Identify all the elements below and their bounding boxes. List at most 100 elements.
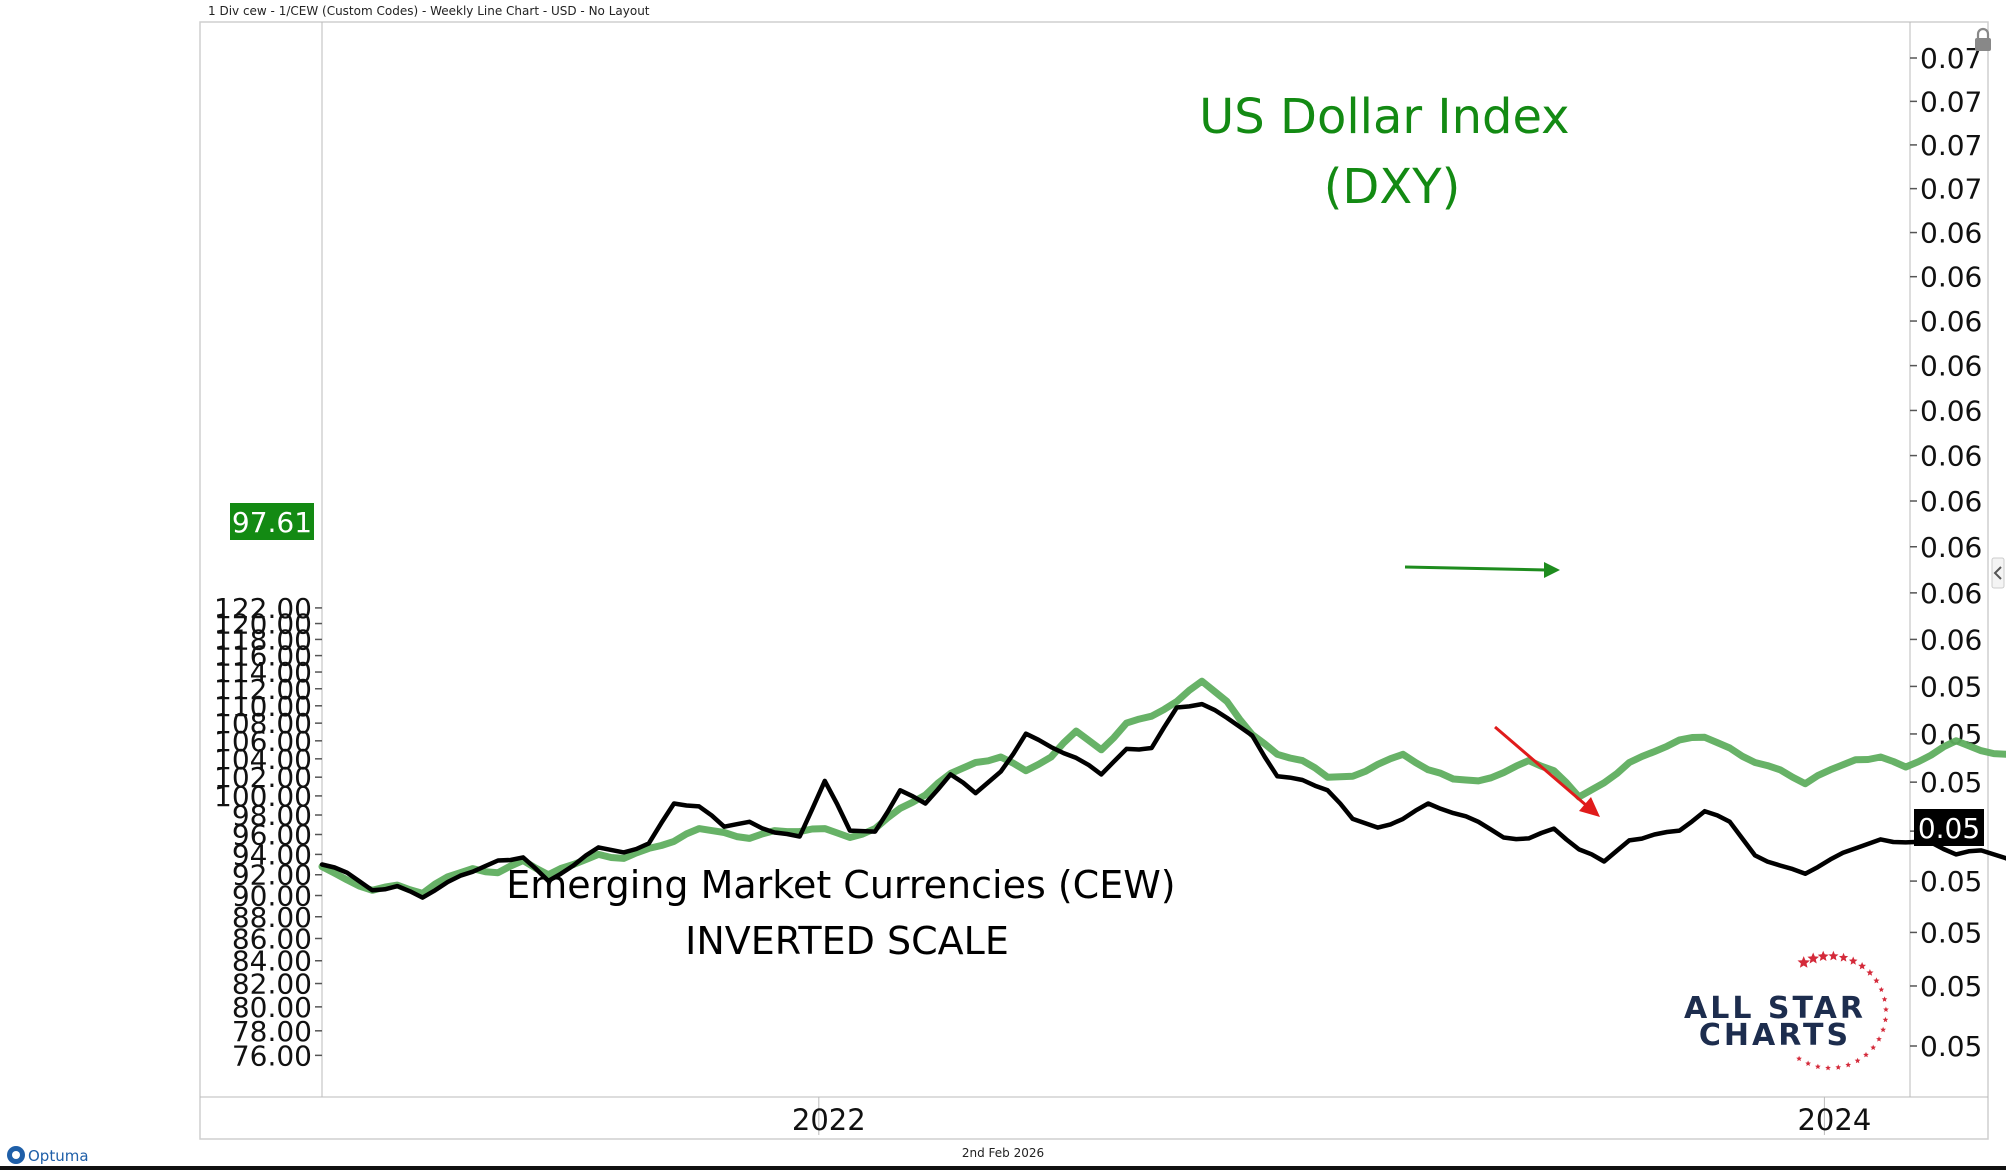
left-axis-tick-label: 112.00 — [214, 673, 312, 706]
logo-line-2: CHARTS — [1699, 1018, 1851, 1053]
logo-star — [1796, 1055, 1802, 1062]
cew-annotation-line-1: Emerging Market Currencies (CEW) — [506, 863, 1175, 907]
right-axis-tick-label: 0.06 — [1920, 577, 1982, 610]
left-axis-tick-label: 94.00 — [232, 838, 312, 871]
trend-arrow-down — [1494, 725, 1600, 817]
right-axis-tick-label: 0.07 — [1920, 42, 1982, 75]
lock-icon[interactable] — [1975, 27, 1991, 51]
left-axis-tick-label: 90.00 — [232, 880, 312, 913]
left-axis-tick-label: 76.00 — [232, 1039, 312, 1072]
series-layer — [318, 677, 2006, 900]
left-axis-tick-label: 114.00 — [214, 656, 312, 689]
logo-star — [1825, 1065, 1831, 1071]
logo-star — [1828, 950, 1839, 961]
dxy-last-badge: 97.61 — [230, 503, 314, 540]
right-axis-tick-label: 0.06 — [1920, 623, 1982, 656]
logo-star — [1815, 1063, 1821, 1070]
chevron-left-icon[interactable] — [1991, 557, 2005, 589]
right-axis: 0.050.050.050.050.050.050.050.050.060.06… — [1910, 42, 1982, 1063]
dxy-series-line — [318, 677, 2006, 897]
logo-star — [1807, 952, 1819, 964]
left-axis-tick-label: 78.00 — [232, 1015, 312, 1048]
right-axis-tick-label: 0.06 — [1920, 261, 1982, 294]
logo-star — [1797, 956, 1810, 968]
logo-star — [1881, 996, 1888, 1002]
logo-star — [1876, 1036, 1882, 1042]
x-axis: 202220242026 — [792, 1097, 1871, 1137]
logo-star — [1863, 1051, 1869, 1058]
logo-star — [1883, 1006, 1889, 1012]
right-axis-tick-label: 0.06 — [1920, 305, 1982, 338]
left-axis-tick-label: 120.00 — [214, 608, 312, 641]
right-axis-tick-label: 0.06 — [1920, 217, 1982, 250]
x-axis-tick-label: 2022 — [792, 1103, 866, 1137]
logo-stars-ring — [1796, 950, 1889, 1071]
trend-arrow-flat — [1404, 562, 1560, 578]
logo-star — [1838, 952, 1849, 962]
left-axis-tick-label: 104.00 — [214, 743, 312, 776]
left-axis-tick-label: 116.00 — [214, 640, 312, 673]
left-axis-tick-label: 88.00 — [232, 901, 312, 934]
chart-title-line-1: US Dollar Index — [1199, 89, 1569, 145]
bottom-bar — [0, 1166, 2006, 1170]
logo-star — [1870, 1044, 1877, 1050]
right-axis-tick-label: 0.06 — [1920, 350, 1982, 383]
logo-star — [1805, 1060, 1811, 1066]
left-axis-tick-label: 84.00 — [232, 945, 312, 978]
left-axis-tick-label: 102.00 — [214, 761, 312, 794]
right-axis-tick-label: 0.05 — [1920, 916, 1982, 949]
logo-star — [1880, 1026, 1886, 1033]
left-axis-tick-label: 106.00 — [214, 725, 312, 758]
logo-star — [1835, 1064, 1842, 1070]
right-axis-tick-label: 0.07 — [1920, 85, 1982, 118]
logo-star — [1882, 1016, 1889, 1023]
logo-star — [1866, 969, 1874, 976]
left-axis-tick-label: 82.00 — [232, 968, 312, 1001]
cew-annotation-line-2: INVERTED SCALE — [685, 919, 1009, 963]
cew-series-line — [319, 701, 2006, 900]
chart-title-line-2: (DXY) — [1324, 159, 1461, 215]
left-axis-tick-label: 86.00 — [232, 922, 312, 955]
brand-text: Optuma — [28, 1147, 89, 1165]
footer-date: 2nd Feb 2026 — [962, 1146, 1044, 1160]
right-axis-tick-label: 0.06 — [1920, 394, 1982, 427]
logo-star — [1878, 986, 1885, 992]
all-star-charts-logo: ALL STAR CHARTS — [1684, 950, 1889, 1071]
left-axis-tick-label: 80.00 — [232, 991, 312, 1024]
logo-star — [1854, 1057, 1861, 1064]
logo-star — [1848, 956, 1858, 965]
left-axis-tick-label: 98.00 — [232, 799, 312, 832]
logo-line-1: ALL STAR — [1684, 991, 1866, 1026]
right-axis-tick-label: 0.06 — [1920, 531, 1982, 564]
right-axis-tick-label: 0.06 — [1920, 440, 1982, 473]
left-axis-tick-label: 122.00 — [214, 592, 312, 625]
svg-text:97.61: 97.61 — [232, 506, 312, 539]
left-axis-tick-label: 108.00 — [214, 707, 312, 740]
left-axis-tick-label: 100.00 — [214, 780, 312, 813]
chart-info-header: 1 Div cew - 1/CEW (Custom Codes) - Weekl… — [208, 4, 650, 18]
logo-star — [1845, 1061, 1852, 1068]
x-axis-tick-label: 2024 — [1797, 1103, 1871, 1137]
right-axis-tick-label: 0.06 — [1920, 485, 1982, 518]
logo-star — [1873, 977, 1880, 984]
plot-frame — [199, 21, 1989, 1140]
left-axis-tick-label: 96.00 — [232, 819, 312, 852]
left-axis-tick-label: 92.00 — [232, 859, 312, 892]
chart-title: US Dollar Index (DXY) — [1199, 89, 1585, 215]
logo-star — [1858, 962, 1866, 970]
right-axis-tick-label: 0.05 — [1920, 865, 1982, 898]
right-axis-tick-label: 0.05 — [1920, 766, 1982, 799]
left-axis-tick-label: 118.00 — [214, 623, 312, 656]
optuma-brand: Optuma — [7, 1146, 89, 1165]
right-axis-tick-label: 0.05 — [1920, 670, 1982, 703]
right-axis-tick-label: 0.07 — [1920, 129, 1982, 162]
logo-star — [1817, 950, 1829, 961]
right-axis-tick-label: 0.07 — [1920, 173, 1982, 206]
cew-annotation: Emerging Market Currencies (CEW) INVERTE… — [506, 863, 1187, 963]
cew-last-badge: 0.05 — [1914, 809, 1984, 846]
right-axis-tick-label: 0.05 — [1920, 1030, 1982, 1063]
right-axis-tick-label: 0.05 — [1920, 970, 1982, 1003]
left-axis: 76.0078.0080.0082.0084.0086.0088.0090.00… — [214, 592, 322, 1072]
svg-text:0.05: 0.05 — [1918, 812, 1980, 845]
